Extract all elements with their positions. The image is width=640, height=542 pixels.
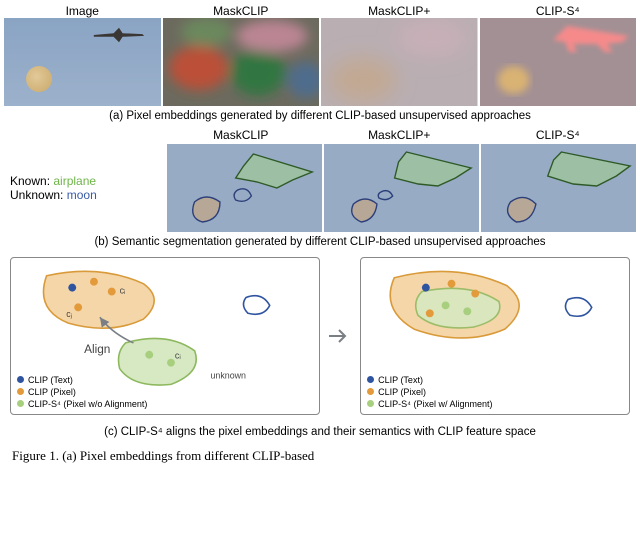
tile-maskclip-plus-embed — [321, 18, 478, 106]
panel-b-headers: MaskCLIP MaskCLIP+ CLIP-S⁴ — [4, 128, 636, 142]
tile-image — [4, 18, 161, 106]
header-maskclip-plus: MaskCLIP+ — [321, 4, 478, 18]
arrow-icon — [328, 323, 352, 349]
header-clips4: CLIP-S⁴ — [480, 4, 637, 18]
unknown-label: Unknown: — [10, 188, 63, 202]
figure-caption-fragment: Figure 1. (a) Pixel embeddings from diff… — [4, 444, 636, 464]
tile-seg-maskclip-plus — [324, 144, 479, 232]
panel-a-caption: (a) Pixel embeddings generated by differ… — [4, 106, 636, 128]
align-label: Align — [84, 342, 110, 356]
header-b-maskclip-plus: MaskCLIP+ — [321, 128, 478, 142]
figure-1: Image MaskCLIP MaskCLIP+ CLIP-S⁴ — [0, 0, 640, 468]
airplane-word: airplane — [53, 174, 96, 188]
tile-seg-clips4 — [481, 144, 636, 232]
legend-known-unknown: Known: airplane Unknown: moon — [4, 144, 165, 232]
maskclip-blobs-svg — [163, 18, 320, 106]
panel-b-caption: (b) Semantic segmentation generated by d… — [4, 232, 636, 254]
panel-a-row — [4, 18, 636, 106]
seg-clips4-svg — [481, 144, 636, 232]
ci-label-orange: cᵢ — [120, 286, 126, 296]
tile-clips4-embed — [480, 18, 637, 106]
unknown-label: unknown — [210, 370, 246, 380]
panel-b-row: Known: airplane Unknown: moon — [4, 144, 636, 232]
airplane-icon — [91, 26, 147, 44]
clips4-svg — [480, 18, 637, 106]
legend-c-right: CLIP (Text)CLIP (Pixel)CLIP-S⁴ (Pixel w/… — [367, 374, 492, 410]
header-spacer — [4, 128, 161, 142]
tile-maskclip-embed — [163, 18, 320, 106]
cj-label-orange: cⱼ — [66, 309, 72, 319]
seg-maskclipplus-svg — [324, 144, 479, 232]
panel-a-headers: Image MaskCLIP MaskCLIP+ CLIP-S⁴ — [4, 4, 636, 18]
header-b-maskclip: MaskCLIP — [163, 128, 320, 142]
tile-seg-maskclip — [167, 144, 322, 232]
legend-c-left: CLIP (Text)CLIP (Pixel)CLIP-S⁴ (Pixel w/… — [17, 374, 147, 410]
panel-c-caption: (c) CLIP-S⁴ aligns the pixel embeddings … — [4, 422, 636, 444]
header-image: Image — [4, 4, 161, 18]
header-b-clips4: CLIP-S⁴ — [480, 128, 637, 142]
moon-word: moon — [67, 188, 97, 202]
known-label: Known: — [10, 174, 50, 188]
embed-box-left: cᵢ cⱼ cᵢ unknown Align — [10, 257, 320, 415]
seg-maskclip-svg — [167, 144, 322, 232]
header-maskclip: MaskCLIP — [163, 4, 320, 18]
panel-c: cᵢ cⱼ cᵢ unknown Align — [4, 254, 636, 422]
maskclipplus-svg — [321, 18, 478, 106]
ci-label-green: cᵢ — [175, 351, 181, 361]
moon-icon — [26, 66, 52, 92]
embed-box-right: CLIP (Text)CLIP (Pixel)CLIP-S⁴ (Pixel w/… — [360, 257, 630, 415]
